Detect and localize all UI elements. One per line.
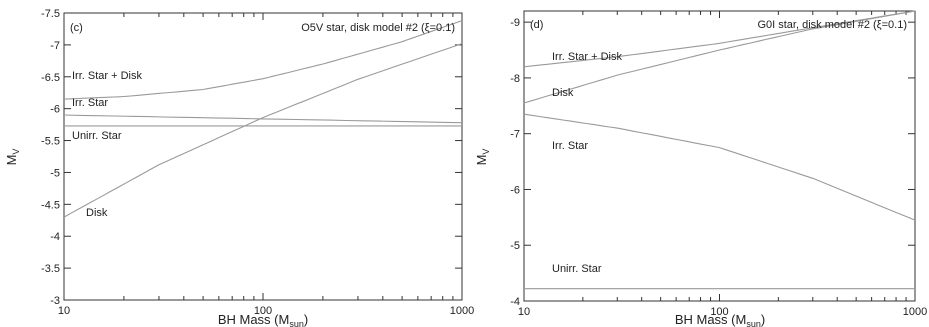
panel-d-x-tick-label: 100 xyxy=(710,306,728,318)
panel-d-chart: 10 100 1000 -4 -5 -6 -7 -8 -9 (d) G0I star, disk… xyxy=(474,10,927,327)
panel-d-ylabel-sub: V xyxy=(481,149,491,155)
panel-c-label-unirr-star: Unirr. Star xyxy=(72,130,122,142)
panel-c-curves xyxy=(63,20,463,218)
panel-d-y-tick-label: -7 xyxy=(510,129,520,141)
panel-c-chart: 10 100 1000-3-3.5-4-4.5-5-5.5-6-6.5-7-7.5 … xyxy=(4,8,474,327)
panel-d-xlabel-sub: sun xyxy=(746,319,761,327)
panel-d-curve-irr-star xyxy=(523,113,916,221)
panel-c-curve-disk xyxy=(63,43,463,218)
panel-c-tag: (c) xyxy=(70,22,83,34)
panel-c-label-disk: Disk xyxy=(86,207,108,219)
panel-d-label-irr-star: Irr. Star xyxy=(552,140,588,152)
panel-c-tick-labels: 10 100 1000 -3 -3.5 -4 -4.5 -5 -5.5 -6 -6.5 -7 -7.5 xyxy=(41,8,474,317)
panel-c-x-tick-label: 1000 xyxy=(450,305,474,317)
panel-d-x-tick-label: 1000 xyxy=(903,306,927,318)
panel-c-label-irr-star: Irr. Star xyxy=(72,97,108,109)
panel-c-y-tick-label: -6 xyxy=(50,104,60,116)
panel-d-y-tick-label: -8 xyxy=(510,73,520,85)
panel-c-y-tick-label: -5 xyxy=(50,167,60,179)
panel-d-curves xyxy=(523,10,916,290)
panel-c-plot-frame xyxy=(63,12,463,301)
panel-c-y-axis-title: MV xyxy=(4,149,21,166)
panel-d-x-axis-title: BH Mass (Msun) xyxy=(675,312,765,327)
panel-c-x-tick-label: 10 xyxy=(58,305,70,317)
panel-c-curve-irr-star-disk xyxy=(63,20,463,100)
panel-d-tick-labels: 10 100 1000 -4 -5 -6 -7 -8 -9 xyxy=(510,17,927,318)
panel-d-curve-irr-star-disk xyxy=(523,10,916,68)
panel-d-curve-disk xyxy=(523,10,916,104)
panel-c-y-tick-label: -3.5 xyxy=(41,263,60,275)
panel-c-y-tick-label: -6.5 xyxy=(41,72,60,84)
panel-c-xlabel-sub: sun xyxy=(289,319,304,327)
panel-c-curve-irr-star xyxy=(63,114,463,124)
panel-d-ticks xyxy=(523,11,916,302)
panel-d-label-unirr-star: Unirr. Star xyxy=(552,263,602,275)
panel-c-x-tick-label: 100 xyxy=(254,305,272,317)
panel-c-xlabel-main: BH Mass (M xyxy=(218,312,290,327)
panel-c-y-tick-label: -4 xyxy=(50,231,60,243)
panel-c-ticks xyxy=(63,12,463,301)
panel-d-x-tick-label: 10 xyxy=(518,306,530,318)
panel-d-xlabel-end: ) xyxy=(761,312,765,327)
panel-c-label-irr-star-disk: Irr. Star + Disk xyxy=(72,70,142,82)
panel-c-y-tick-label: -3 xyxy=(50,295,60,307)
panel-d-y-tick-label: -5 xyxy=(510,240,520,252)
panel-c-y-tick-label: -4.5 xyxy=(41,199,60,211)
panel-d-y-tick-label: -4 xyxy=(510,296,520,308)
panel-c-y-tick-label: -7.5 xyxy=(41,8,60,20)
panel-c-xlabel-end: ) xyxy=(304,312,308,327)
panel-c-title: O5V star, disk model #2 (ξ=0.1) xyxy=(301,22,455,34)
panel-d-ylabel-main: M xyxy=(474,155,489,166)
panel-c-x-axis-title: BH Mass (Msun) xyxy=(218,312,308,327)
panel-d-y-tick-label: -9 xyxy=(510,17,520,29)
panel-d-title: G0I star, disk model #2 (ξ=0.1) xyxy=(757,19,907,31)
panel-d-label-irr-star-disk: Irr. Star + Disk xyxy=(552,51,622,63)
panel-c-y-tick-label: -7 xyxy=(50,40,60,52)
panel-c-ylabel-main: M xyxy=(4,155,19,166)
panel-d-label-disk: Disk xyxy=(552,87,574,99)
panel-c-ylabel-sub: V xyxy=(11,149,21,155)
panel-d-tag: (d) xyxy=(530,19,543,31)
panel-d-xlabel-main: BH Mass (M xyxy=(675,312,747,327)
panel-d-y-axis-title: MV xyxy=(474,149,491,166)
panel-d-y-tick-label: -6 xyxy=(510,184,520,196)
panel-c-y-tick-label: -5.5 xyxy=(41,136,60,148)
